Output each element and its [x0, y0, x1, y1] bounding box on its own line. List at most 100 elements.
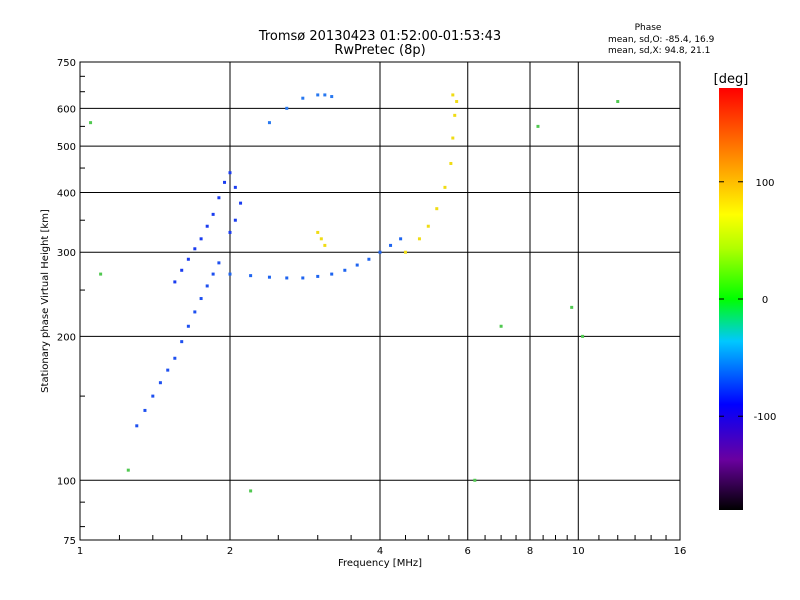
data-point [228, 230, 232, 234]
y-tick-label: 600 [57, 104, 76, 115]
data-point [378, 250, 382, 254]
x-tick-label: 2 [227, 546, 233, 557]
data-point [616, 100, 620, 104]
data-point [205, 224, 209, 228]
y-tick-label: 750 [57, 58, 76, 69]
data-point [426, 224, 430, 228]
data-point [330, 272, 334, 276]
data-point [217, 196, 221, 200]
data-point [143, 408, 147, 412]
data-point [316, 93, 320, 97]
y-tick-label: 400 [57, 188, 76, 199]
colorbar-tick-label: 0 [762, 295, 768, 306]
data-point [285, 106, 289, 110]
data-point [449, 161, 453, 165]
data-point [223, 180, 227, 184]
data-point [453, 113, 457, 117]
data-point [158, 381, 162, 385]
colorbar-tick-label: -100 [754, 412, 777, 423]
data-point [499, 324, 503, 328]
data-point [330, 95, 334, 99]
x-tick-label: 1 [77, 546, 83, 557]
data-point [199, 297, 203, 301]
data-point [399, 237, 403, 241]
x-tick-label: 6 [465, 546, 471, 557]
colorbar-label: [deg] [714, 72, 749, 87]
data-point [570, 305, 574, 309]
data-point [451, 93, 455, 97]
data-point [267, 121, 271, 125]
y-axis-label: Stationary phase Virtual Height [km] [40, 209, 51, 393]
data-point [435, 207, 439, 211]
axis-ticks: 1 2 4 6 8 10 16 75 100 200 300 400 500 600 750 [57, 58, 686, 557]
data-point [451, 136, 455, 140]
data-point [193, 310, 197, 314]
data-point [233, 185, 237, 189]
series [316, 93, 459, 254]
data-point [343, 268, 347, 272]
series [89, 100, 620, 493]
data-point [89, 121, 93, 125]
data-point [367, 257, 371, 261]
data-points [89, 93, 620, 493]
stats-heading: Phase [635, 23, 662, 33]
data-point [536, 124, 540, 128]
data-point [389, 243, 393, 247]
data-point [211, 272, 215, 276]
data-point [301, 96, 305, 100]
data-point [205, 284, 209, 288]
data-point [233, 218, 237, 222]
grid-lines [80, 62, 680, 540]
chart-title: Tromsø 20130423 01:52:00-01:53:43 [258, 29, 501, 44]
x-tick-label: 8 [527, 546, 533, 557]
data-point [180, 268, 184, 272]
data-point [581, 334, 585, 338]
colorbar-tick-label: 100 [755, 178, 774, 189]
data-point [285, 276, 289, 280]
data-point [403, 250, 407, 254]
data-point [319, 237, 323, 241]
x-tick-label: 4 [377, 546, 383, 557]
x-axis-label: Frequency [MHz] [338, 558, 422, 569]
data-point [126, 468, 130, 472]
plot-frame [79, 61, 681, 541]
data-point [228, 171, 232, 175]
data-point [239, 201, 243, 205]
data-point [323, 93, 327, 97]
data-point [355, 263, 359, 267]
series [267, 93, 334, 125]
y-tick-label: 100 [57, 476, 76, 487]
data-point [455, 100, 459, 104]
data-point [417, 237, 421, 241]
data-point [301, 276, 305, 280]
data-point [173, 356, 177, 360]
data-point [316, 274, 320, 278]
chart-subtitle: RwPretec (8p) [334, 43, 425, 58]
colorbar-ticks: 100 0 -100 [719, 178, 776, 423]
data-point [151, 394, 155, 398]
y-tick-label: 75 [63, 536, 76, 547]
series [228, 237, 403, 280]
data-point [323, 243, 327, 247]
y-tick-label: 500 [57, 142, 76, 153]
data-point [166, 368, 170, 372]
data-point [217, 261, 221, 265]
x-tick-label: 16 [674, 546, 687, 557]
data-point [193, 247, 197, 251]
data-point [473, 478, 477, 482]
data-point [180, 340, 184, 344]
data-point [135, 424, 139, 428]
series [173, 171, 243, 284]
x-tick-label: 10 [572, 546, 585, 557]
y-tick-label: 300 [57, 248, 76, 259]
stats-line-x: mean, sd,X: 94.8, 21.1 [608, 46, 710, 56]
data-point [316, 230, 320, 234]
data-point [228, 272, 232, 276]
data-point [443, 185, 447, 189]
data-point [186, 324, 190, 328]
y-tick-label: 200 [57, 332, 76, 343]
data-point [186, 257, 190, 261]
data-point [249, 274, 253, 278]
data-point [199, 237, 203, 241]
